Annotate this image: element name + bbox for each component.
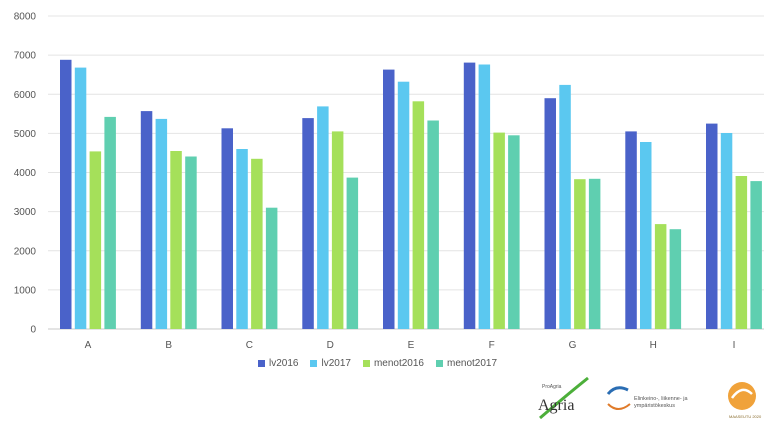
legend: lv2016 lv2017 menot2016 menot2017 [258,358,497,369]
y-tick-label: 6000 [14,90,37,101]
legend-item-lv2016: lv2016 [258,358,298,369]
bar-menot2017-D [346,177,359,329]
bar-menot2016-I [735,176,748,329]
bar-menot2017-F [508,135,520,329]
legend-item-menot2016: menot2016 [362,358,424,369]
legend-label: lv2016 [269,358,299,369]
x-category-label: B [165,340,172,351]
bar-lv2016-H [625,131,637,329]
bar-menot2016-F [493,132,505,329]
bar-lv2017-D [317,106,329,330]
x-category-label: D [327,340,334,351]
bar-lv2017-B [155,118,168,330]
bar-lv2016-E [383,69,395,329]
y-tick-label: 3000 [14,207,37,218]
bar-lv2017-I [720,133,733,329]
legend-item-menot2017: menot2017 [435,358,498,369]
legend-swatch [310,360,318,367]
bar-lv2016-I [706,123,718,329]
bar-menot2016-E [412,101,425,329]
proagria-small-text: ProAgria [542,384,562,390]
bar-lv2017-C [236,149,248,329]
bar-menot2016-A [89,151,102,329]
y-axis-ticks: 0 1000 2000 3000 4000 5000 6000 7000 8000 [14,12,37,336]
y-tick-label: 8000 [14,12,37,23]
x-category-label: G [569,340,577,351]
y-tick-label: 7000 [14,51,37,62]
legend-swatch [258,360,265,367]
legend-label: lv2017 [321,358,351,369]
bar-menot2017-E [427,120,439,329]
y-tick-label: 1000 [14,285,37,296]
bar-lv2017-E [397,81,410,329]
x-category-label: C [246,340,253,351]
maaseutu-logo: MAASEUTU 2020 [728,382,762,419]
x-category-label: A [85,340,92,351]
bar-menot2017-H [669,229,682,329]
bar-lv2016-F [463,62,476,329]
bar-menot2017-I [750,181,762,329]
bar-lv2017-A [74,67,87,329]
x-category-label: I [733,340,736,351]
bar-lv2017-G [559,84,571,330]
x-axis-categories: A B C D E F G H I [85,340,736,351]
bar-menot2016-B [170,151,182,329]
bar-lv2017-H [640,142,652,329]
proagria-logo: ProAgria Agria [538,376,589,420]
bar-menot2016-H [654,224,667,329]
legend-swatch [362,360,370,367]
x-category-label: E [408,340,415,351]
agria-text: Agria [538,397,574,414]
legend-swatch [435,360,443,367]
bar-menot2016-C [251,158,263,329]
maaseutu-text: MAASEUTU 2020 [729,414,762,419]
bar-menot2016-G [574,179,586,329]
y-tick-label: 4000 [14,168,37,179]
ely-text-line2: ympäristökeskus [634,403,675,409]
bar-lv2017-F [478,64,491,329]
x-category-label: H [650,340,657,351]
bar-menot2017-G [588,178,601,329]
legend-label: menot2017 [446,358,498,369]
bar-menot2017-B [185,156,197,329]
y-tick-label: 2000 [14,246,37,257]
bar-lv2016-A [60,59,72,330]
ely-text-line1: Elinkeino-, liikenne- ja [634,396,688,402]
bar-lv2016-D [302,118,314,329]
bar-lv2016-C [221,128,233,329]
x-category-label: F [489,340,495,351]
bars [60,59,762,330]
bar-menot2017-C [265,207,278,329]
bar-menot2016-D [331,131,344,329]
y-tick-label: 0 [30,325,36,336]
legend-item-lv2017: lv2017 [310,358,351,369]
bar-lv2016-G [544,98,556,329]
bar-lv2016-B [140,111,153,329]
logos-area: ProAgria Agria Elinkeino-, liikenne- ja … [538,376,762,420]
legend-label: menot2016 [373,358,424,369]
ely-logo: Elinkeino-, liikenne- ja ympäristökeskus [606,386,688,410]
bar-menot2017-A [104,116,116,330]
y-tick-label: 5000 [14,129,37,140]
